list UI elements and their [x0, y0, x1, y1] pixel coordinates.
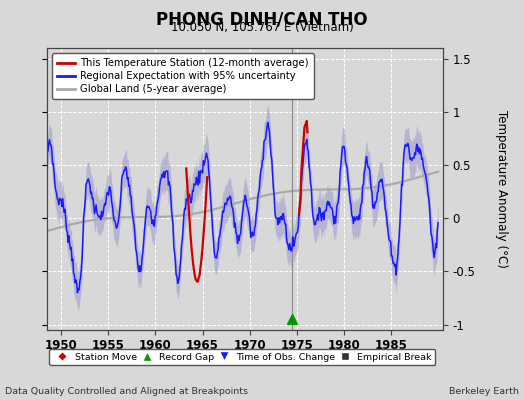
Legend: Station Move, Record Gap, Time of Obs. Change, Empirical Break: Station Move, Record Gap, Time of Obs. C… — [49, 349, 435, 365]
Text: Data Quality Controlled and Aligned at Breakpoints: Data Quality Controlled and Aligned at B… — [5, 387, 248, 396]
Legend: This Temperature Station (12-month average), Regional Expectation with 95% uncer: This Temperature Station (12-month avera… — [52, 53, 314, 99]
Text: PHONG DINH/CAN THO: PHONG DINH/CAN THO — [156, 10, 368, 28]
Text: 10.050 N, 105.767 E (Vietnam): 10.050 N, 105.767 E (Vietnam) — [171, 21, 353, 34]
Y-axis label: Temperature Anomaly (°C): Temperature Anomaly (°C) — [495, 110, 508, 268]
Text: Berkeley Earth: Berkeley Earth — [449, 387, 519, 396]
